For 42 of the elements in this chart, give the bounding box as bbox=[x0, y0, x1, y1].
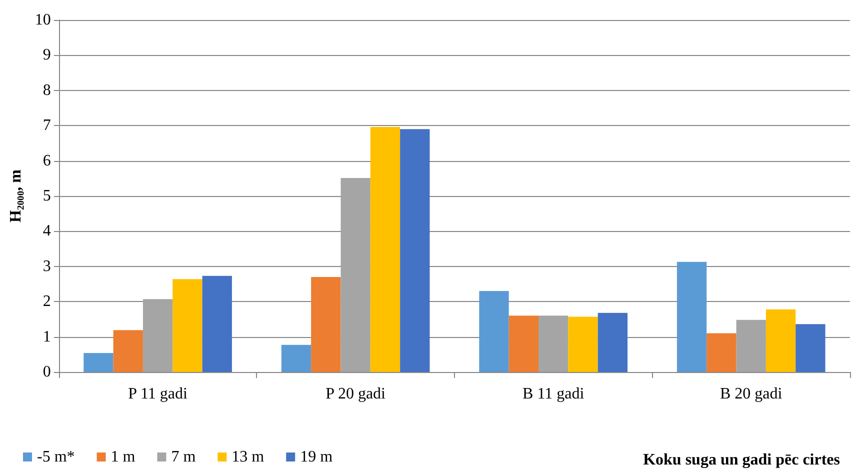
y-tick-label: 0 bbox=[42, 364, 51, 380]
legend-label: 19 m bbox=[300, 448, 334, 466]
y-tick-label: 10 bbox=[34, 12, 51, 28]
legend-label: 1 m bbox=[110, 448, 136, 466]
bar bbox=[113, 330, 143, 372]
y-tick-label: 1 bbox=[42, 328, 51, 346]
bar bbox=[736, 320, 766, 372]
y-tick-label: 3 bbox=[42, 258, 51, 275]
bar bbox=[598, 312, 628, 372]
y-tick-label: 5 bbox=[42, 188, 51, 204]
bar bbox=[538, 316, 568, 372]
legend-label: 13 m bbox=[232, 448, 265, 466]
y-tick-label: 8 bbox=[42, 82, 51, 99]
bar bbox=[340, 178, 370, 372]
bar bbox=[202, 276, 232, 372]
bar bbox=[568, 316, 598, 372]
y-tick-label: 6 bbox=[42, 152, 51, 170]
x-tick-label: P 20 gadi bbox=[326, 386, 386, 402]
legend-label: 7 m bbox=[171, 448, 196, 466]
bar bbox=[370, 127, 400, 372]
bar bbox=[400, 129, 430, 372]
x-axis-title: Koku suga un gadi pēc cirtes bbox=[643, 452, 840, 468]
bar bbox=[84, 352, 114, 372]
legend-label: -5 m* bbox=[37, 448, 75, 466]
bar bbox=[706, 333, 736, 372]
bar bbox=[142, 299, 173, 372]
y-tick-label: 7 bbox=[42, 117, 51, 134]
bar bbox=[281, 344, 312, 372]
x-tick-label: P 11 gadi bbox=[128, 386, 188, 402]
bar bbox=[479, 291, 509, 372]
bar bbox=[796, 324, 826, 372]
y-tick-label: 4 bbox=[42, 222, 51, 240]
bar bbox=[676, 262, 707, 372]
y-axis-title: H₂₀₀₀, m bbox=[8, 168, 24, 222]
y-tick-label: 9 bbox=[42, 46, 51, 64]
bar bbox=[311, 276, 341, 372]
y-tick-label: 2 bbox=[42, 293, 51, 310]
x-tick-label: B 20 gadi bbox=[720, 386, 783, 402]
x-tick-label: B 11 gadi bbox=[522, 386, 585, 402]
bar bbox=[508, 316, 539, 372]
bar bbox=[766, 309, 796, 372]
bar bbox=[172, 279, 202, 372]
